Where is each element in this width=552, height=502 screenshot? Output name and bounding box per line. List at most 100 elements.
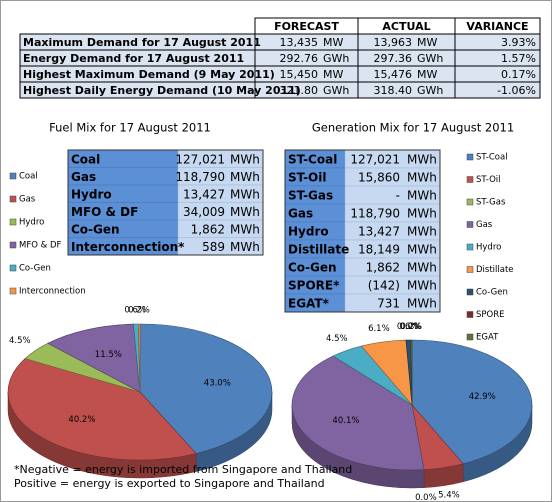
energy-value: 127,021 xyxy=(350,153,400,167)
actual-value: 297.36 xyxy=(374,52,413,65)
data-label: 11.5% xyxy=(95,350,122,360)
legend-label: ST-Gas xyxy=(476,198,506,208)
energy-source: SPORE* xyxy=(288,279,340,293)
forecast-value: 321.80 xyxy=(280,84,319,97)
pie-slice xyxy=(139,323,273,454)
row-label: Highest Daily Energy Demand (10 May 2011… xyxy=(23,84,301,97)
legend-swatch xyxy=(9,241,17,249)
footnote: *Negative = energy is imported from Sing… xyxy=(14,463,352,476)
energy-value: 13,427 xyxy=(358,225,400,239)
table-cell xyxy=(454,81,541,99)
pie-slice xyxy=(411,339,533,465)
energy-source: ST-Coal xyxy=(288,153,337,167)
energy-unit: MWh xyxy=(407,243,437,257)
variance-value: 3.93% xyxy=(501,36,536,49)
legend-swatch xyxy=(466,153,474,161)
data-label: 43.0% xyxy=(204,379,231,389)
energy-unit: MWh xyxy=(230,205,260,219)
legend-label: ST-Coal xyxy=(476,153,508,163)
energy-unit: MWh xyxy=(407,207,437,221)
table-border xyxy=(67,149,264,256)
data-label: 0.0% xyxy=(415,493,437,502)
legend-swatch xyxy=(9,195,17,203)
footnote: Positive = energy is exported to Singapo… xyxy=(14,477,325,490)
data-label: 5.4% xyxy=(438,491,460,501)
pie-slice xyxy=(47,323,141,393)
legend-label: Co-Gen xyxy=(476,288,508,298)
energy-source: Coal xyxy=(71,152,100,166)
energy-value: 731 xyxy=(377,297,400,311)
energy-source: Gas xyxy=(71,170,96,184)
legend-label: EGAT xyxy=(476,333,499,343)
actual-value: 318.40 xyxy=(374,84,413,97)
energy-value: - xyxy=(396,189,400,203)
column-header: ACTUAL xyxy=(382,20,430,33)
data-label: 0.0% xyxy=(399,322,421,332)
legend-label: Interconnection xyxy=(19,287,86,297)
legend-label: ST-Oil xyxy=(476,175,501,185)
variance-value: -1.06% xyxy=(497,84,536,97)
actual-unit: GWh xyxy=(417,84,443,97)
row-label: Highest Maximum Demand (9 May 2011) xyxy=(23,68,275,81)
forecast-value: 15,450 xyxy=(280,68,319,81)
data-label: 40.1% xyxy=(332,416,359,426)
forecast-value: 13,435 xyxy=(280,36,319,49)
legend-label: Co-Gen xyxy=(19,264,51,274)
pie-slice xyxy=(138,323,141,393)
actual-value: 13,963 xyxy=(374,36,413,49)
energy-value: 13,427 xyxy=(183,187,225,201)
energy-unit: MWh xyxy=(407,189,437,203)
data-label: 4.5% xyxy=(326,334,348,344)
legend-swatch xyxy=(9,287,17,295)
energy-source: Gas xyxy=(288,207,313,221)
variance-value: 1.57% xyxy=(501,52,536,65)
legend-label: Coal xyxy=(19,172,38,182)
energy-source: EGAT* xyxy=(288,297,330,311)
legend-swatch xyxy=(466,311,474,318)
pie-slice xyxy=(7,358,197,461)
energy-source: ST-Gas xyxy=(288,189,333,203)
energy-value: 15,860 xyxy=(358,171,400,185)
column-header: FORECAST xyxy=(274,20,339,33)
chart-title: Fuel Mix for 17 August 2011 xyxy=(49,121,211,135)
energy-unit: MWh xyxy=(407,279,437,293)
data-label: 42.9% xyxy=(469,392,496,402)
legend-swatch xyxy=(466,243,474,251)
energy-source: Co-Gen xyxy=(71,222,120,236)
forecast-unit: MW xyxy=(323,68,343,81)
data-label: 0.6% xyxy=(397,322,419,332)
energy-unit: MWh xyxy=(407,297,437,311)
column-header: VARIANCE xyxy=(466,20,528,33)
row-label: Energy Demand for 17 August 2011 xyxy=(23,52,244,65)
energy-source: Distillate xyxy=(288,243,349,257)
legend-label: Hydro xyxy=(19,218,44,228)
energy-unit: MWh xyxy=(230,187,260,201)
legend-swatch xyxy=(466,176,474,183)
forecast-value: 292.76 xyxy=(280,52,319,65)
energy-value: 589 xyxy=(202,240,225,254)
legend-swatch xyxy=(466,221,474,228)
legend-label: Gas xyxy=(19,195,36,205)
energy-value: 18,149 xyxy=(358,243,400,257)
legend-swatch xyxy=(466,266,474,273)
legend-swatch xyxy=(466,198,474,206)
forecast-unit: GWh xyxy=(323,52,349,65)
forecast-unit: MW xyxy=(323,36,343,49)
energy-unit: MWh xyxy=(407,171,437,185)
energy-source: Hydro xyxy=(71,187,112,201)
pie-slice xyxy=(291,355,425,471)
energy-unit: MWh xyxy=(230,170,260,184)
legend-label: MFO & DF xyxy=(19,241,61,251)
energy-unit: MWh xyxy=(407,261,437,275)
energy-unit: MWh xyxy=(230,222,260,236)
energy-unit: MWh xyxy=(407,225,437,239)
energy-value: (142) xyxy=(368,279,400,293)
energy-unit: MWh xyxy=(230,240,260,254)
energy-source: Hydro xyxy=(288,225,329,239)
data-label: 40.2% xyxy=(68,415,95,425)
row-label: Maximum Demand for 17 August 2011 xyxy=(23,36,261,49)
energy-value: 1,862 xyxy=(366,261,400,275)
energy-source: MFO & DF xyxy=(71,205,138,219)
legend-swatch xyxy=(466,333,474,341)
